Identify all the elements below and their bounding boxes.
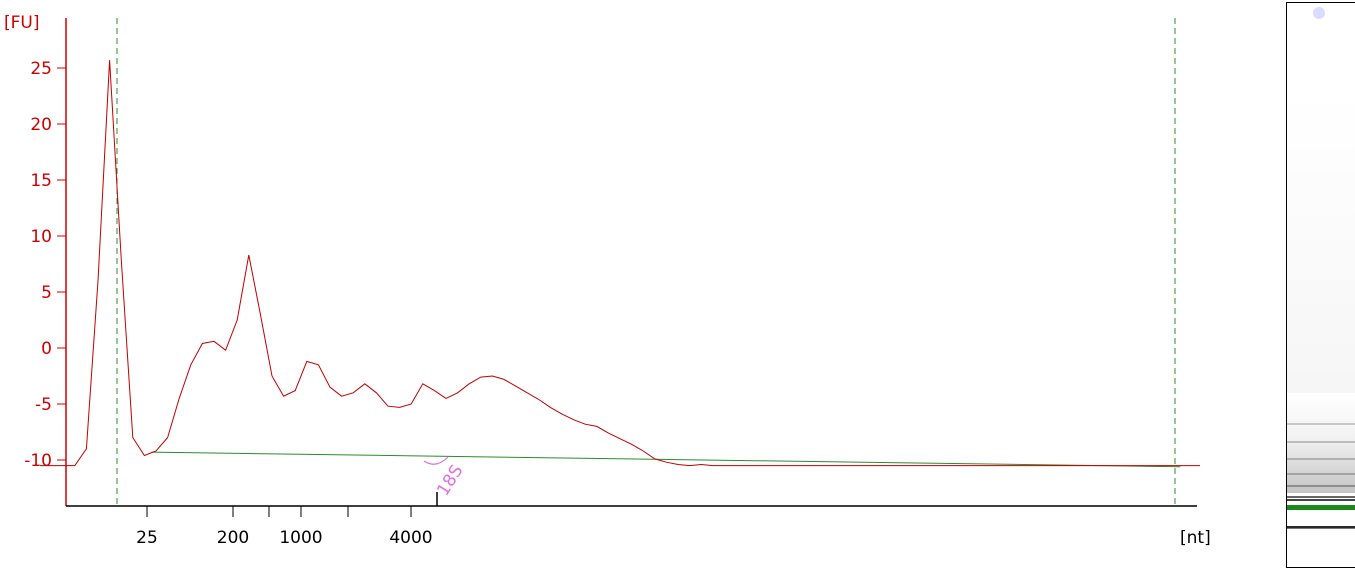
gel-upper-haze	[1287, 93, 1355, 393]
x-tick-label: 1000	[279, 528, 322, 548]
x-tick-label: 25	[136, 528, 158, 548]
gel-band	[1287, 496, 1355, 498]
y-tick-label: -5	[35, 395, 52, 415]
y-tick-label: 5	[41, 283, 52, 303]
y-tick-label: 10	[30, 227, 52, 247]
x-tick-label: 200	[217, 528, 249, 548]
gel-band	[1287, 423, 1355, 425]
electropherogram-chart: [FU] [nt] 25 20 15 10 5 0 -5 -10 25 200 1000 40…	[4, 13, 1211, 548]
gel-well-spot	[1313, 7, 1325, 19]
gel-marker-band	[1287, 505, 1355, 510]
baseline-line	[151, 451, 1181, 468]
peak-18s-bracket	[423, 456, 449, 465]
gel-band	[1287, 526, 1355, 528]
gel-band	[1287, 441, 1355, 443]
y-tick-label: 20	[30, 115, 52, 135]
gel-band	[1287, 485, 1355, 487]
gel-band	[1287, 473, 1355, 475]
peak-18s-label: 18S	[433, 462, 467, 500]
y-tick-label: 15	[30, 171, 52, 191]
x-tick-group: 25 200 1000 4000	[136, 506, 433, 548]
gel-band	[1287, 499, 1355, 501]
y-tick-label: 25	[30, 59, 52, 79]
y-tick-label: 0	[41, 339, 52, 359]
x-tick-label: 4000	[389, 528, 432, 548]
y-axis-label: [FU]	[4, 13, 40, 33]
gel-lane-image	[1286, 2, 1355, 568]
gel-band	[1287, 458, 1355, 460]
x-axis-label: [nt]	[1180, 528, 1211, 548]
gel-lane-graphic	[1287, 7, 1355, 529]
gel-band	[1287, 528, 1355, 529]
y-tick-label: -10	[24, 451, 52, 471]
y-tick-group: 25 20 15 10 5 0 -5 -10	[24, 59, 66, 471]
electropherogram-trace	[40, 60, 1200, 467]
